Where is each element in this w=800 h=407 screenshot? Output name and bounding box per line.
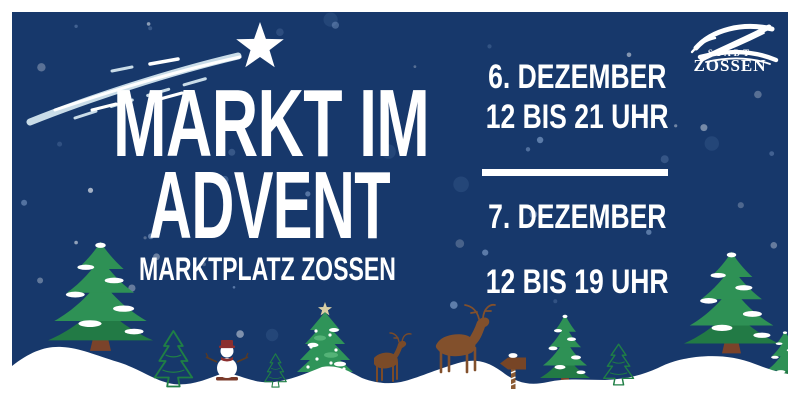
poster-subtitle: MARKTPLATZ ZOSSEN <box>139 251 396 287</box>
deer-large-icon <box>435 303 496 374</box>
signpost-icon <box>500 353 526 392</box>
star-icon <box>236 22 284 68</box>
poster-title-line1: MARKT IM <box>113 70 430 177</box>
stadt-zossen-logo: STADT ZOSSEN <box>690 24 779 75</box>
schedule-time-2: 12 BIS 19 UHR <box>455 265 700 299</box>
logo-stadt-label: STADT <box>708 48 752 58</box>
logo-zossen-label: ZOSSEN <box>693 56 766 75</box>
schedule-time-1: 12 BIS 21 UHR <box>455 100 700 134</box>
poster-background-panel <box>12 12 788 393</box>
snowman-icon <box>205 340 249 381</box>
schedule-divider <box>482 169 668 176</box>
shooting-star-icon <box>26 22 284 126</box>
poster-title-line2: ADVENT <box>149 152 391 259</box>
schedule-date-1-label: 6. DEZEMBER <box>488 58 667 96</box>
snow-hills <box>12 346 788 393</box>
schedule-date-2: 7. DEZEMBER <box>455 200 700 234</box>
schedule-date-2-label: 7. DEZEMBER <box>488 198 667 236</box>
snowflakes <box>21 12 778 342</box>
deer-small-icon <box>374 332 412 382</box>
schedule-date-1: 6. DEZEMBER <box>455 60 700 94</box>
schedule-time-2-label: 12 BIS 19 UHR <box>486 263 669 301</box>
schedule-time-1-label: 12 BIS 21 UHR <box>486 98 669 136</box>
